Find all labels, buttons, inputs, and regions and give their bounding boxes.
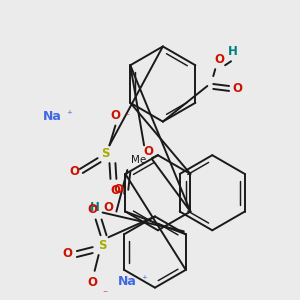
Text: ⁻: ⁻ — [102, 290, 107, 300]
Text: O: O — [110, 109, 120, 122]
Text: Na: Na — [118, 275, 137, 288]
Text: H: H — [90, 201, 100, 214]
Text: O: O — [88, 203, 98, 216]
Text: O: O — [69, 164, 79, 178]
Text: ⁺: ⁺ — [66, 110, 72, 120]
Text: O: O — [143, 145, 153, 158]
Text: O: O — [232, 82, 242, 95]
Text: O: O — [103, 201, 113, 214]
Text: S: S — [98, 238, 107, 252]
Text: O: O — [110, 184, 120, 197]
Text: ⁺: ⁺ — [141, 275, 147, 285]
Text: ⁻: ⁻ — [125, 112, 130, 123]
Text: O: O — [113, 183, 123, 196]
Text: O: O — [214, 53, 224, 66]
Text: O: O — [62, 247, 72, 260]
Text: H: H — [228, 45, 238, 58]
Text: Me: Me — [130, 155, 146, 165]
Text: O: O — [88, 276, 98, 289]
Text: S: S — [101, 147, 110, 160]
Text: Na: Na — [43, 110, 62, 123]
